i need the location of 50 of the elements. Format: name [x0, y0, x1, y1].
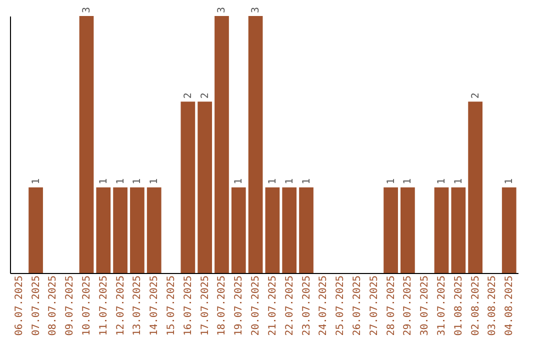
x-tick-label: 23.07.2025 [301, 276, 312, 336]
data-label: 2 [182, 92, 194, 99]
x-tick-label: 17.07.2025 [200, 276, 211, 336]
x-tick-label: 18.07.2025 [216, 276, 228, 336]
data-label: 1 [436, 178, 448, 184]
data-label: 3 [216, 6, 228, 13]
x-tick-label: 27.07.2025 [368, 276, 380, 336]
data-label: 1 [301, 178, 312, 184]
x-tick-label: 29.07.2025 [402, 276, 414, 336]
x-tick-label: 20.07.2025 [250, 276, 262, 336]
data-label: 2 [200, 92, 211, 99]
x-tick-label: 28.07.2025 [386, 276, 397, 336]
data-label: 1 [504, 178, 516, 184]
data-label: 1 [402, 178, 414, 184]
x-tick-label: 15.07.2025 [166, 276, 178, 336]
x-tick-label: 11.07.2025 [98, 276, 110, 336]
x-tick-label: 03.08.2025 [487, 276, 498, 336]
x-tick-label: 04.08.2025 [504, 276, 516, 336]
data-label: 2 [470, 92, 482, 99]
data-label: 3 [81, 6, 92, 13]
x-tick-label: 25.07.2025 [335, 276, 346, 336]
x-tick-label: 26.07.2025 [352, 276, 363, 336]
data-label: 1 [149, 178, 160, 184]
data-label: 3 [250, 6, 262, 13]
data-label: 1 [453, 178, 464, 184]
x-tick-label: 19.07.2025 [234, 276, 245, 336]
x-tick-label: 30.07.2025 [420, 276, 431, 336]
data-label: 1 [386, 178, 397, 184]
data-label: 1 [115, 178, 126, 184]
x-tick-label: 13.07.2025 [132, 276, 144, 336]
x-tick-label: 12.07.2025 [115, 276, 126, 336]
x-tick-label: 06.07.2025 [14, 276, 25, 336]
x-tick-label: 24.07.2025 [318, 276, 330, 336]
data-label: 1 [132, 178, 144, 184]
x-tick-label: 22.07.2025 [284, 276, 296, 336]
x-tick-label: 21.07.2025 [267, 276, 278, 336]
x-tick-label: 31.07.2025 [436, 276, 448, 336]
x-tick-label: 02.08.2025 [470, 276, 482, 336]
x-tick-label: 08.07.2025 [48, 276, 59, 336]
data-label: 1 [98, 178, 110, 184]
x-tick-label: 10.07.2025 [81, 276, 92, 336]
x-tick-label: 14.07.2025 [149, 276, 160, 336]
data-label: 1 [267, 178, 278, 184]
data-label: 1 [284, 178, 296, 184]
data-label: 1 [234, 178, 245, 184]
x-tick-label: 07.07.2025 [30, 276, 42, 336]
x-tick-label: 09.07.2025 [64, 276, 76, 336]
data-label: 1 [30, 178, 42, 184]
x-tick-label: 01.08.2025 [453, 276, 464, 336]
x-tick-label: 16.07.2025 [182, 276, 194, 336]
